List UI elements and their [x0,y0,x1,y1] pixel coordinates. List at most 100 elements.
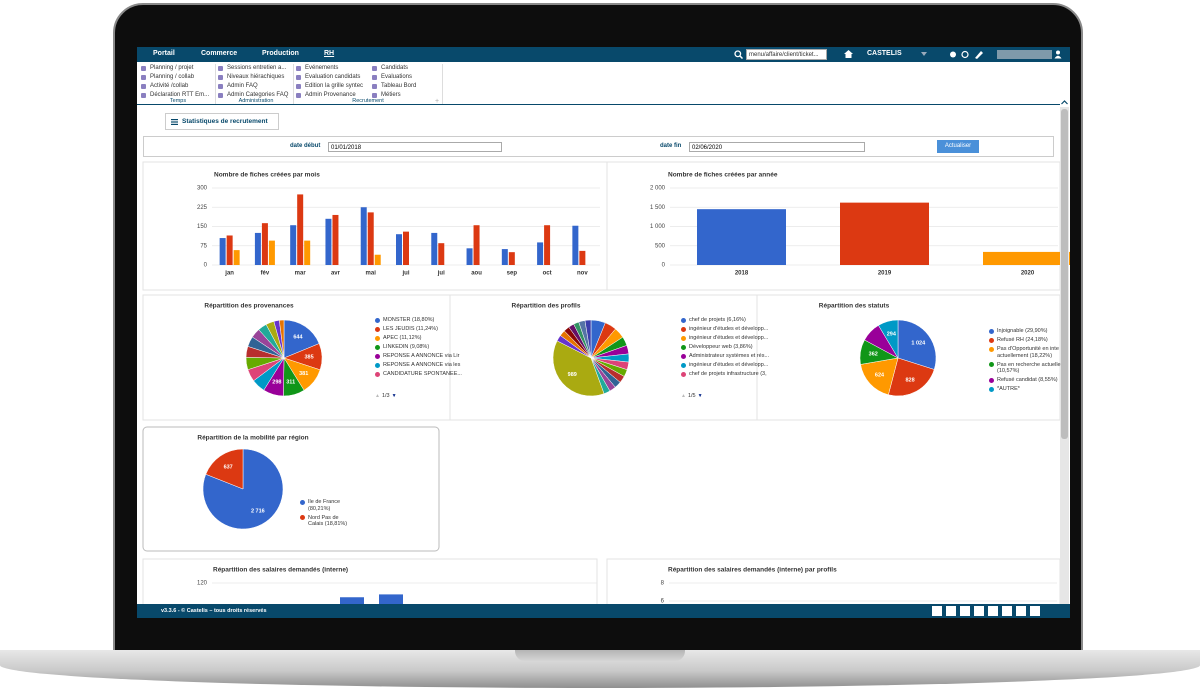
y-tick-label: 1 000 [650,224,666,230]
toolbar-icons[interactable] [949,50,995,59]
pie-slice [878,319,899,359]
slice-label: 989 [568,372,577,378]
legend-item: CANDIDATURE SPONTANEE... [375,371,462,378]
menu-item[interactable]: Planning / projet [150,65,194,71]
slice-label: 385 [304,355,313,361]
panel [142,426,440,552]
x-tick-label: aou [471,271,482,277]
menu-icon [296,92,301,98]
bar [374,254,381,265]
legend-swatch [989,386,994,392]
footer-icons[interactable] [932,606,1047,616]
legend-label: Refusé candidat (8,55%) [997,377,1058,383]
menu-item[interactable]: Edition la grille syntec [305,83,364,89]
y-tick-label: 225 [197,205,208,211]
menu-icon [372,65,377,71]
menu-icon [218,83,223,89]
menu-icon [296,74,301,80]
chart-title: Répartition des statuts [819,303,890,310]
x-tick-label: nov [577,271,588,277]
legend-label: LES JEUDIS (11,24%) [383,326,438,332]
menu-item[interactable]: Evénements [305,65,339,71]
search-icon[interactable] [734,50,743,59]
legend-label: chef de projets infrastructure (3, [689,371,767,377]
legend-swatch [681,317,686,323]
x-tick-label: mar [295,271,307,277]
dropdown-arrow[interactable] [921,52,927,57]
legend: MONSTER (18,80%) LES JEUDIS (11,24%) APEC … [375,317,462,380]
home-icon[interactable] [843,49,854,59]
bar [304,240,311,265]
nav-tab[interactable]: Production [262,50,299,57]
legend-swatch [681,326,686,332]
bar [572,225,579,265]
x-tick-label: jui [402,271,410,277]
pie-slice [888,357,935,397]
y-tick-label: 300 [197,186,208,192]
menu-icon [218,74,223,80]
legend-swatch [989,337,994,343]
nav-tab[interactable]: RH [324,50,335,57]
menu-item[interactable]: Admin Categories FAQ [227,92,289,98]
search-input[interactable]: menu/affaire/client/ticket... [746,49,827,60]
legend-label: Pas en recherche actuelle (10,57%) [997,361,1061,375]
user-icon[interactable] [1054,50,1062,59]
chart-title: Nombre de fiches créées par mois [214,172,320,179]
legend-item: Pas d'Opportunité en inte actuellement (… [989,346,1061,359]
y-tick-label: 2 000 [650,186,666,192]
y-tick-label: 75 [200,243,207,249]
menu-item[interactable]: Candidats [381,65,409,71]
legend-item: APEC (11,12%) [375,335,462,342]
menu-separator [442,64,443,104]
pie-slice [897,319,937,370]
pager-text: 1/5 [687,393,696,399]
menu-item[interactable]: Sessions entretien a... [227,65,287,71]
menu-item[interactable]: Déclaration RTT Em... [150,92,210,98]
legend-item: Développeur web (3,86%) [681,344,769,351]
menu-add-icon[interactable]: + [435,98,440,105]
menu-item[interactable]: Admin Provenance [305,92,356,98]
bar [579,250,586,265]
menu-item[interactable]: Evaluation candidats [305,74,361,80]
top-nav: Portail Commerce Production RH menu/affa… [137,47,1070,62]
panel [606,161,1061,291]
y-tick-label: 8 [661,581,665,587]
menu-item[interactable]: Evaluations [381,74,413,80]
end-date-input[interactable]: 02/06/2020 [689,142,865,152]
nav-tab[interactable]: Commerce [201,50,238,57]
legend-item: chef de projets (6,16%) [681,317,769,324]
bar [261,223,268,265]
menu-item[interactable]: Activité /collab [150,83,189,89]
legend-swatch [989,362,994,367]
legend-item: Pas en recherche actuelle (10,57%) [989,362,1061,375]
bar [367,212,374,265]
collapse-chevron[interactable] [1061,100,1068,105]
bar [544,225,551,265]
bar [233,250,240,265]
x-tick-label: oct [543,271,552,277]
menu-icon [141,83,146,89]
nav-tab[interactable]: Portail [153,50,175,57]
legend: chef de projets (6,16%) ingénieur d'étude… [681,317,769,380]
menu-item[interactable]: Tableau Bord [381,83,417,89]
bar [508,252,515,265]
refresh-button[interactable]: Actualiser [937,140,979,153]
menu-item[interactable]: Métiers [381,92,401,98]
x-tick-label: mai [366,271,377,277]
legend-label: REPONSE A ANNONCE via les [383,362,461,368]
menu-item[interactable]: Niveaux hiérachiques [227,74,285,80]
legend: Injoignable (29,90%) Refusé RH (24,18%) Pa… [989,328,1061,395]
bar [332,214,339,265]
pie-slice [283,319,320,359]
scrollbar-thumb[interactable] [1061,109,1068,439]
menu-item[interactable]: Admin FAQ [227,83,258,89]
legend-label: *AUTRE* [997,386,1020,392]
y-tick-label: 120 [197,581,208,587]
company-name[interactable]: CASTELIS [867,50,902,57]
legend-swatch [989,328,994,334]
legend-item: ingénieur d'études et développ... [681,326,769,333]
menu-item[interactable]: Planning / collab [150,74,195,80]
legend-label: Nord Pas de Calais (18,81%) [308,514,348,528]
start-date-input[interactable]: 01/01/2018 [328,142,502,152]
